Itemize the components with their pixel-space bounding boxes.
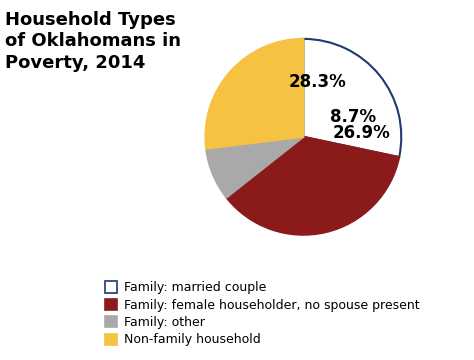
Legend: Family: married couple, Family: female householder, no spouse present, Family: o: Family: married couple, Family: female h… bbox=[101, 278, 423, 350]
Text: 36.0%: 36.0% bbox=[317, 87, 374, 105]
Wedge shape bbox=[303, 39, 401, 157]
Text: Household Types
of Oklahomans in
Poverty, 2014: Household Types of Oklahomans in Poverty… bbox=[5, 11, 181, 72]
Wedge shape bbox=[227, 137, 399, 235]
Wedge shape bbox=[205, 39, 303, 149]
Text: 26.9%: 26.9% bbox=[333, 124, 391, 142]
Text: 8.7%: 8.7% bbox=[330, 108, 376, 126]
Text: 28.3%: 28.3% bbox=[288, 73, 346, 91]
Wedge shape bbox=[206, 137, 303, 198]
